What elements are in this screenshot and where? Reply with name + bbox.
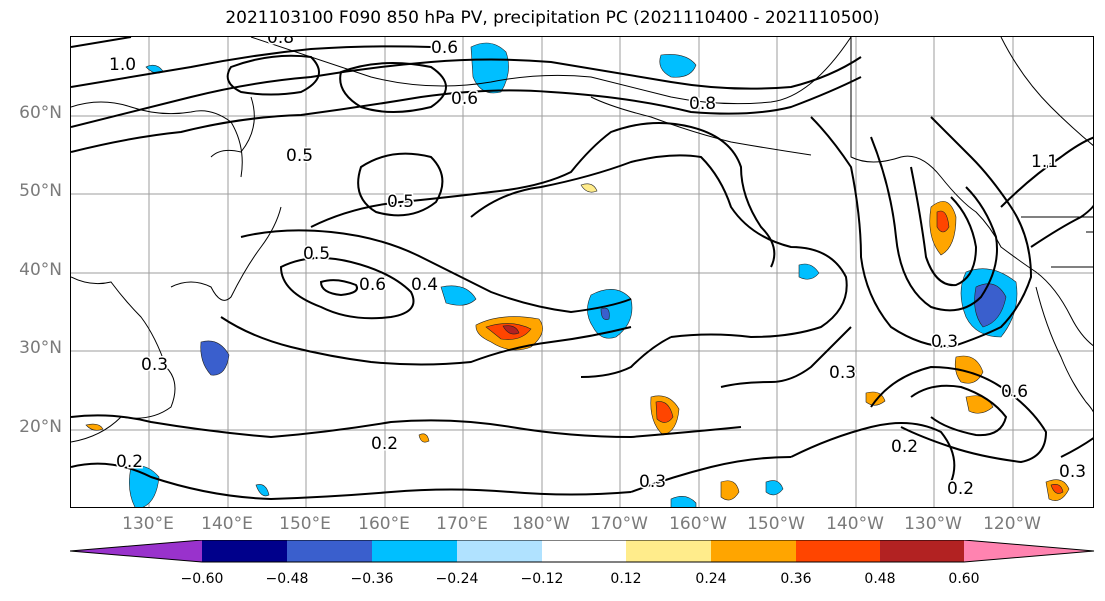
contour-label: 0.3: [931, 332, 958, 352]
precip-positive-patch: [418, 433, 430, 443]
lat-label-50n: 50°N: [19, 181, 62, 201]
colorbar-tick: 0.60: [948, 571, 980, 587]
colorbar-segment: [542, 540, 626, 562]
precip-shading: [85, 42, 1070, 507]
colorbar-tick: −0.12: [520, 571, 564, 587]
colorbar-segment: [457, 540, 542, 562]
colorbar: [70, 540, 1095, 563]
precip-negative-patch: [470, 42, 509, 94]
contour-label: 0.3: [829, 363, 856, 383]
lon-label-120w: 120°W: [983, 514, 1041, 534]
contour-label: 1.1: [1031, 152, 1058, 172]
precip-positive-patch: [965, 395, 994, 414]
precip-blue-core: [600, 307, 610, 320]
contour-label: 1.0: [109, 55, 136, 75]
contour-label: 0.2: [947, 479, 974, 499]
lat-label-30n: 30°N: [19, 338, 62, 358]
precip-positive-core: [936, 210, 950, 233]
pv-contours: [71, 37, 1093, 501]
contour-label: 0.8: [267, 37, 294, 48]
contour-label: 0.5: [303, 244, 330, 264]
coastlines: [71, 37, 1093, 443]
contour-label: 0.6: [359, 275, 386, 295]
colorbar-segment: [626, 540, 711, 562]
lon-label-170e: 170°E: [436, 514, 488, 534]
precip-positive-patch: [954, 355, 984, 384]
colorbar-tick: 0.12: [610, 571, 642, 587]
map-panel: 1.0 0.8 0.6 0.6 0.8 0.5 0.5 0.5 0.6 0.4 …: [70, 36, 1094, 508]
precip-negative-patch: [765, 480, 784, 496]
colorbar-segment: [202, 540, 287, 562]
contour-label: 0.2: [371, 434, 398, 454]
lat-label-40n: 40°N: [19, 260, 62, 280]
colorbar-segment: [964, 540, 1094, 562]
colorbar-segment: [711, 540, 796, 562]
precip-negative-patch: [200, 340, 230, 376]
contour-label: 0.4: [411, 275, 438, 295]
contour-label: 0.8: [689, 94, 716, 114]
precip-positive-core: [655, 401, 674, 423]
contour-label: 0.6: [451, 89, 478, 109]
lon-label-160w: 160°W: [669, 514, 727, 534]
contour-label: 0.3: [1059, 462, 1086, 482]
precip-positive-core: [1050, 484, 1064, 494]
precip-positive-core: [502, 325, 520, 335]
colorbar-segment: [372, 540, 457, 562]
contour-label: 0.5: [387, 192, 414, 212]
contour-label: 0.6: [1001, 382, 1028, 402]
precip-negative-patch: [798, 263, 820, 280]
contour-label: 0.3: [639, 472, 666, 492]
precip-negative-patch: [129, 465, 160, 507]
lat-label-20n: 20°N: [19, 417, 62, 437]
contour-label: 0.5: [286, 146, 313, 166]
colorbar-tick: −0.36: [350, 571, 394, 587]
colorbar-tick: −0.60: [180, 571, 224, 587]
colorbar-segment: [287, 540, 372, 562]
lat-label-60n: 60°N: [19, 103, 62, 123]
precip-negative-patch: [659, 54, 697, 78]
precip-positive-patch: [720, 480, 740, 501]
lon-label-130w: 130°W: [904, 514, 962, 534]
precip-negative-patch: [670, 495, 697, 507]
map-canvas: 1.0 0.8 0.6 0.6 0.8 0.5 0.5 0.5 0.6 0.4 …: [71, 37, 1093, 507]
gridlines: [71, 37, 1093, 507]
colorbar-tick: 0.24: [695, 571, 727, 587]
colorbar-tick: 0.36: [780, 571, 812, 587]
colorbar-segment: [70, 540, 202, 562]
lon-label-150e: 150°E: [279, 514, 331, 534]
precip-positive-patch: [580, 183, 598, 193]
map-title: 2021103100 F090 850 hPa PV, precipitatio…: [225, 8, 880, 28]
contour-label: 0.6: [431, 38, 458, 58]
lon-label-140w: 140°W: [826, 514, 884, 534]
colorbar-segment: [796, 540, 880, 562]
precip-positive-patch: [85, 423, 104, 431]
colorbar-segment: [880, 540, 964, 562]
colorbar-tick: −0.24: [435, 571, 479, 587]
contour-label: 0.2: [891, 437, 918, 457]
precip-negative-patch: [587, 289, 633, 339]
lon-label-180w: 180°W: [512, 514, 570, 534]
contour-label: 0.3: [141, 355, 168, 375]
lon-label-170w: 170°W: [590, 514, 648, 534]
contour-label: 0.2: [116, 452, 143, 472]
precip-negative-patch: [440, 285, 477, 306]
lon-label-130e: 130°E: [122, 514, 174, 534]
lon-label-160e: 160°E: [358, 514, 410, 534]
lon-label-150w: 150°W: [747, 514, 805, 534]
colorbar-tick: 0.48: [864, 571, 896, 587]
colorbar-tick: −0.48: [265, 571, 309, 587]
contour-labels: 1.0 0.8 0.6 0.6 0.8 0.5 0.5 0.5 0.6 0.4 …: [108, 37, 1088, 501]
lon-label-140e: 140°E: [201, 514, 253, 534]
precip-negative-patch: [255, 484, 270, 497]
colorbar-outline: [70, 540, 1095, 563]
